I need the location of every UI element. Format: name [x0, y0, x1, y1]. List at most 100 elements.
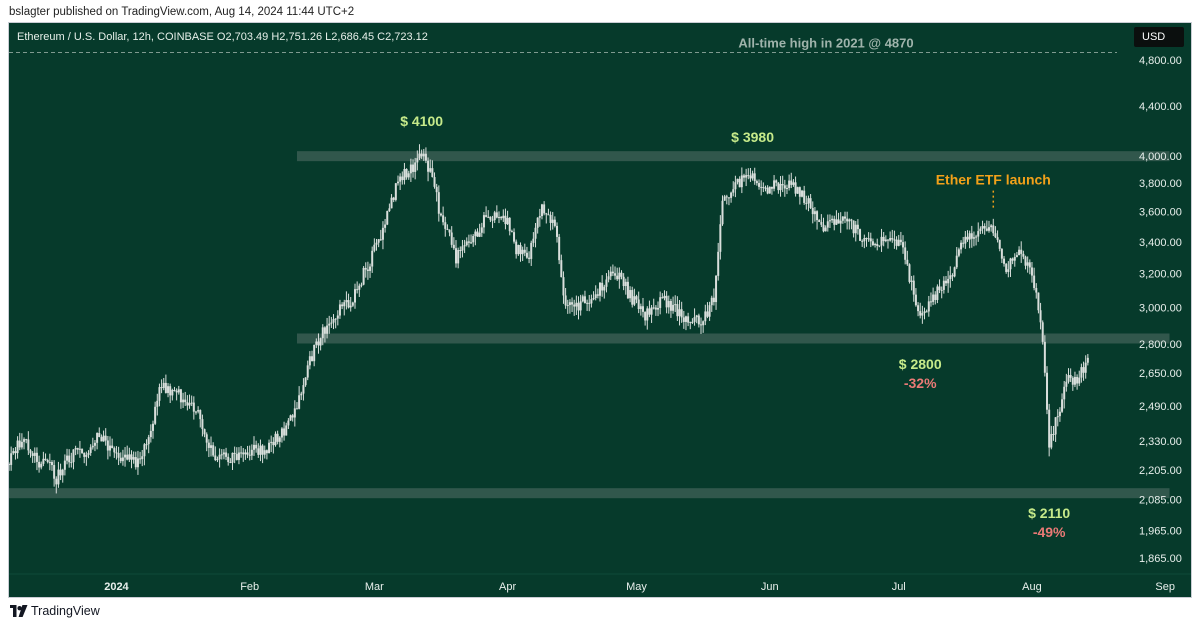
- candle: [996, 230, 999, 243]
- candle: [268, 439, 271, 454]
- candle: [1041, 320, 1044, 345]
- candle: [693, 308, 696, 326]
- candle: [27, 431, 30, 455]
- candle: [117, 446, 120, 466]
- candle: [876, 238, 879, 251]
- candle: [315, 338, 318, 349]
- price-chart[interactable]: All-time high in 2021 @ 4870 $ 4100 $ 398…: [9, 23, 1191, 597]
- candle: [899, 231, 902, 246]
- candle: [1024, 255, 1027, 270]
- candle: [317, 333, 320, 354]
- candle: [50, 460, 53, 471]
- candle: [992, 218, 995, 237]
- candle: [422, 148, 425, 161]
- candle: [407, 170, 410, 180]
- candle: [1005, 263, 1008, 274]
- candle: [848, 218, 851, 230]
- candle: [336, 310, 339, 326]
- candle: [972, 231, 975, 247]
- candle: [321, 324, 324, 346]
- candle: [173, 386, 176, 392]
- price-axis: 4,800.00 4,400.00 4,000.00 3,800.00 3,600.00…: [1139, 55, 1182, 565]
- candle: [702, 320, 705, 333]
- candle: [897, 234, 900, 247]
- candle: [459, 246, 462, 259]
- candle: [579, 294, 582, 316]
- candle: [184, 391, 187, 406]
- y-tick-label: 2,650.00: [1139, 368, 1182, 380]
- candle: [341, 302, 344, 310]
- candle: [115, 446, 118, 460]
- annotations: $ 4100 $ 3980 $ 2800 -32% $ 2110 -49% Ether ET…: [400, 113, 1070, 540]
- candle: [837, 212, 840, 224]
- candle: [601, 275, 604, 297]
- currency-button[interactable]: USD: [1134, 27, 1184, 47]
- candle: [622, 273, 625, 291]
- candle: [813, 207, 816, 222]
- candle: [770, 186, 773, 195]
- candle: [274, 431, 277, 447]
- candle: [1011, 257, 1014, 265]
- candle: [237, 447, 240, 465]
- candle: [517, 244, 520, 256]
- candle: [401, 171, 404, 185]
- candle: [659, 291, 662, 315]
- candle: [590, 294, 593, 308]
- candle: [214, 446, 217, 462]
- candle: [33, 447, 36, 463]
- candle: [983, 223, 986, 235]
- candle: [130, 450, 133, 469]
- candle: [470, 234, 473, 244]
- candle: [519, 242, 522, 262]
- candle: [1015, 251, 1018, 258]
- candle: [839, 212, 842, 233]
- candle: [437, 185, 440, 222]
- candle: [179, 388, 182, 409]
- candle: [536, 217, 539, 234]
- candle: [154, 401, 157, 426]
- time-axis: 2024 Feb Mar Apr May Jun Jul Aug Sep: [9, 573, 1191, 593]
- candle: [796, 186, 799, 194]
- candle: [55, 476, 58, 494]
- y-tick-label: 2,330.00: [1139, 436, 1182, 448]
- candle: [949, 266, 952, 288]
- candle: [311, 350, 314, 362]
- candle: [929, 292, 932, 307]
- candle: [480, 222, 483, 237]
- candle: [534, 222, 537, 248]
- candle: [665, 291, 668, 314]
- candle: [100, 434, 103, 442]
- annotation-6: Ether ETF launch: [936, 172, 1051, 188]
- candle: [715, 274, 718, 310]
- candle: [723, 194, 726, 201]
- candle: [216, 456, 219, 463]
- candle: [960, 240, 963, 254]
- candle: [96, 432, 99, 450]
- candle: [231, 452, 234, 470]
- candle: [409, 158, 412, 182]
- candle: [577, 296, 580, 320]
- candle: [1056, 409, 1059, 427]
- tradingview-logo[interactable]: TradingView: [10, 604, 100, 618]
- y-tick-label: 2,490.00: [1139, 401, 1182, 413]
- candle: [192, 396, 195, 420]
- candle: [35, 447, 38, 471]
- candle: [1046, 366, 1049, 415]
- candle: [1037, 292, 1040, 314]
- candle: [25, 438, 28, 444]
- candle: [89, 444, 92, 456]
- candle: [446, 224, 449, 231]
- candle: [384, 218, 387, 233]
- y-tick-label: 3,800.00: [1139, 178, 1182, 190]
- candle: [169, 383, 172, 404]
- candle: [882, 231, 885, 247]
- candle: [805, 195, 808, 210]
- candle: [405, 168, 408, 180]
- candle: [1022, 250, 1025, 260]
- candle: [616, 267, 619, 281]
- candle: [194, 410, 197, 415]
- candle: [1058, 407, 1061, 422]
- candle: [586, 299, 589, 311]
- candle: [682, 310, 685, 329]
- candle: [977, 222, 980, 242]
